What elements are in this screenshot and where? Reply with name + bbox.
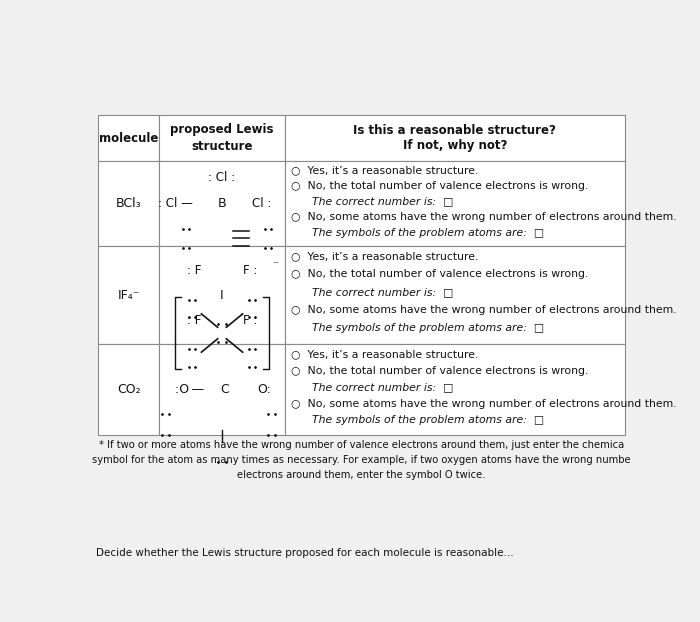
Bar — [285, 161, 624, 246]
Text: BCl₃: BCl₃ — [116, 197, 141, 210]
Bar — [285, 345, 624, 435]
Text: :O —: :O — — [175, 383, 204, 396]
Text: The symbols of the problem atoms are:  □: The symbols of the problem atoms are: □ — [290, 323, 544, 333]
Text: IF₄⁻: IF₄⁻ — [118, 289, 140, 302]
Bar — [98, 115, 159, 161]
Bar — [98, 345, 159, 435]
Text: : F: : F — [187, 264, 201, 277]
Text: The symbols of the problem atoms are:  □: The symbols of the problem atoms are: □ — [290, 415, 544, 425]
Text: CO₂: CO₂ — [117, 383, 141, 396]
Text: ⁻: ⁻ — [272, 260, 279, 270]
Text: I: I — [220, 289, 224, 302]
Text: ○  No, the total number of valence electrons is wrong.: ○ No, the total number of valence electr… — [290, 269, 588, 279]
Bar — [98, 161, 159, 246]
Bar — [159, 345, 285, 435]
Text: If not, why not?: If not, why not? — [402, 139, 507, 152]
Text: : Cl :: : Cl : — [209, 170, 236, 183]
Bar — [159, 246, 285, 345]
Text: Cl :: Cl : — [252, 197, 272, 210]
Text: ○  Yes, it’s a reasonable structure.: ○ Yes, it’s a reasonable structure. — [290, 165, 478, 175]
Text: * If two or more atoms have the wrong number of valence electrons around them, j: * If two or more atoms have the wrong nu… — [92, 440, 631, 480]
Text: The symbols of the problem atoms are:  □: The symbols of the problem atoms are: □ — [290, 228, 544, 238]
Text: C: C — [220, 383, 229, 396]
Text: molecule: molecule — [99, 132, 158, 144]
Text: ○  No, some atoms have the wrong number of electrons around them.: ○ No, some atoms have the wrong number o… — [290, 212, 676, 222]
Text: proposed Lewis
structure: proposed Lewis structure — [170, 123, 274, 153]
Text: Is this a reasonable structure?: Is this a reasonable structure? — [354, 124, 556, 137]
Text: ○  No, the total number of valence electrons is wrong.: ○ No, the total number of valence electr… — [290, 181, 588, 191]
Text: F :: F : — [243, 264, 258, 277]
Text: ○  Yes, it’s a reasonable structure.: ○ Yes, it’s a reasonable structure. — [290, 251, 478, 261]
Text: : Cl —: : Cl — — [158, 197, 193, 210]
Text: The correct number is:  □: The correct number is: □ — [290, 197, 453, 207]
Text: F :: F : — [243, 313, 258, 327]
Text: : F: : F — [187, 313, 201, 327]
Text: ○  Yes, it’s a reasonable structure.: ○ Yes, it’s a reasonable structure. — [290, 349, 478, 360]
Text: The correct number is:  □: The correct number is: □ — [290, 383, 453, 392]
Bar — [98, 246, 159, 345]
Text: B: B — [218, 197, 226, 210]
Text: The correct number is:  □: The correct number is: □ — [290, 287, 453, 297]
Bar — [159, 161, 285, 246]
Text: ○  No, the total number of valence electrons is wrong.: ○ No, the total number of valence electr… — [290, 366, 588, 376]
Text: O:: O: — [257, 383, 271, 396]
Text: Decide whether the Lewis structure proposed for each molecule is reasonable...: Decide whether the Lewis structure propo… — [96, 548, 513, 558]
Bar — [285, 246, 624, 345]
Bar — [159, 115, 285, 161]
Text: ○  No, some atoms have the wrong number of electrons around them.: ○ No, some atoms have the wrong number o… — [290, 399, 676, 409]
Text: ○  No, some atoms have the wrong number of electrons around them.: ○ No, some atoms have the wrong number o… — [290, 305, 676, 315]
Bar — [285, 115, 624, 161]
